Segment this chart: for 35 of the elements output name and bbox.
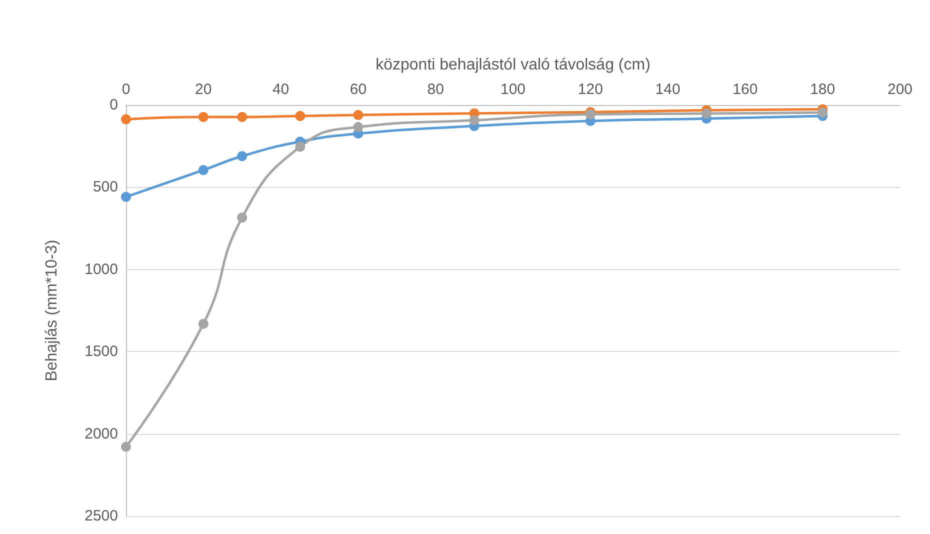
point — [121, 442, 131, 452]
x-tick-label: 120 — [578, 81, 603, 98]
point — [353, 122, 364, 132]
y-tick-label: 0 — [110, 96, 118, 114]
point — [237, 112, 248, 122]
x-tick-label: 140 — [655, 81, 680, 98]
point — [469, 115, 480, 126]
x-tick-label: 20 — [195, 81, 212, 98]
x-tick-label: 200 — [887, 81, 913, 98]
y-tick-label: 500 — [92, 178, 118, 196]
x-tick-label: 60 — [350, 81, 367, 98]
point — [818, 108, 828, 118]
point — [121, 114, 131, 124]
x-tick-label: 0 — [122, 81, 130, 98]
point — [237, 212, 248, 223]
y-axis-title: Behajlás (mm*10-3) — [44, 240, 60, 382]
x-tick-label: 80 — [427, 81, 444, 98]
y-tick-label: 2500 — [84, 508, 118, 524]
point — [198, 112, 208, 122]
point — [295, 142, 306, 152]
x-tick-label: 40 — [272, 81, 290, 98]
y-tick-label: 2000 — [84, 425, 118, 442]
x-tick-label: 100 — [500, 81, 526, 98]
point — [237, 151, 248, 162]
point — [198, 165, 208, 176]
point — [702, 108, 712, 119]
x-tick-label: 160 — [732, 81, 758, 98]
point — [295, 111, 306, 122]
point — [353, 110, 364, 120]
point — [198, 318, 208, 329]
x-tick-label: 180 — [810, 81, 836, 98]
y-tick-label: 1500 — [84, 343, 118, 360]
y-tick-label: 1000 — [84, 260, 118, 278]
point — [121, 192, 131, 202]
x-axis-title: központi behajlástól való távolság (cm) — [376, 56, 650, 74]
